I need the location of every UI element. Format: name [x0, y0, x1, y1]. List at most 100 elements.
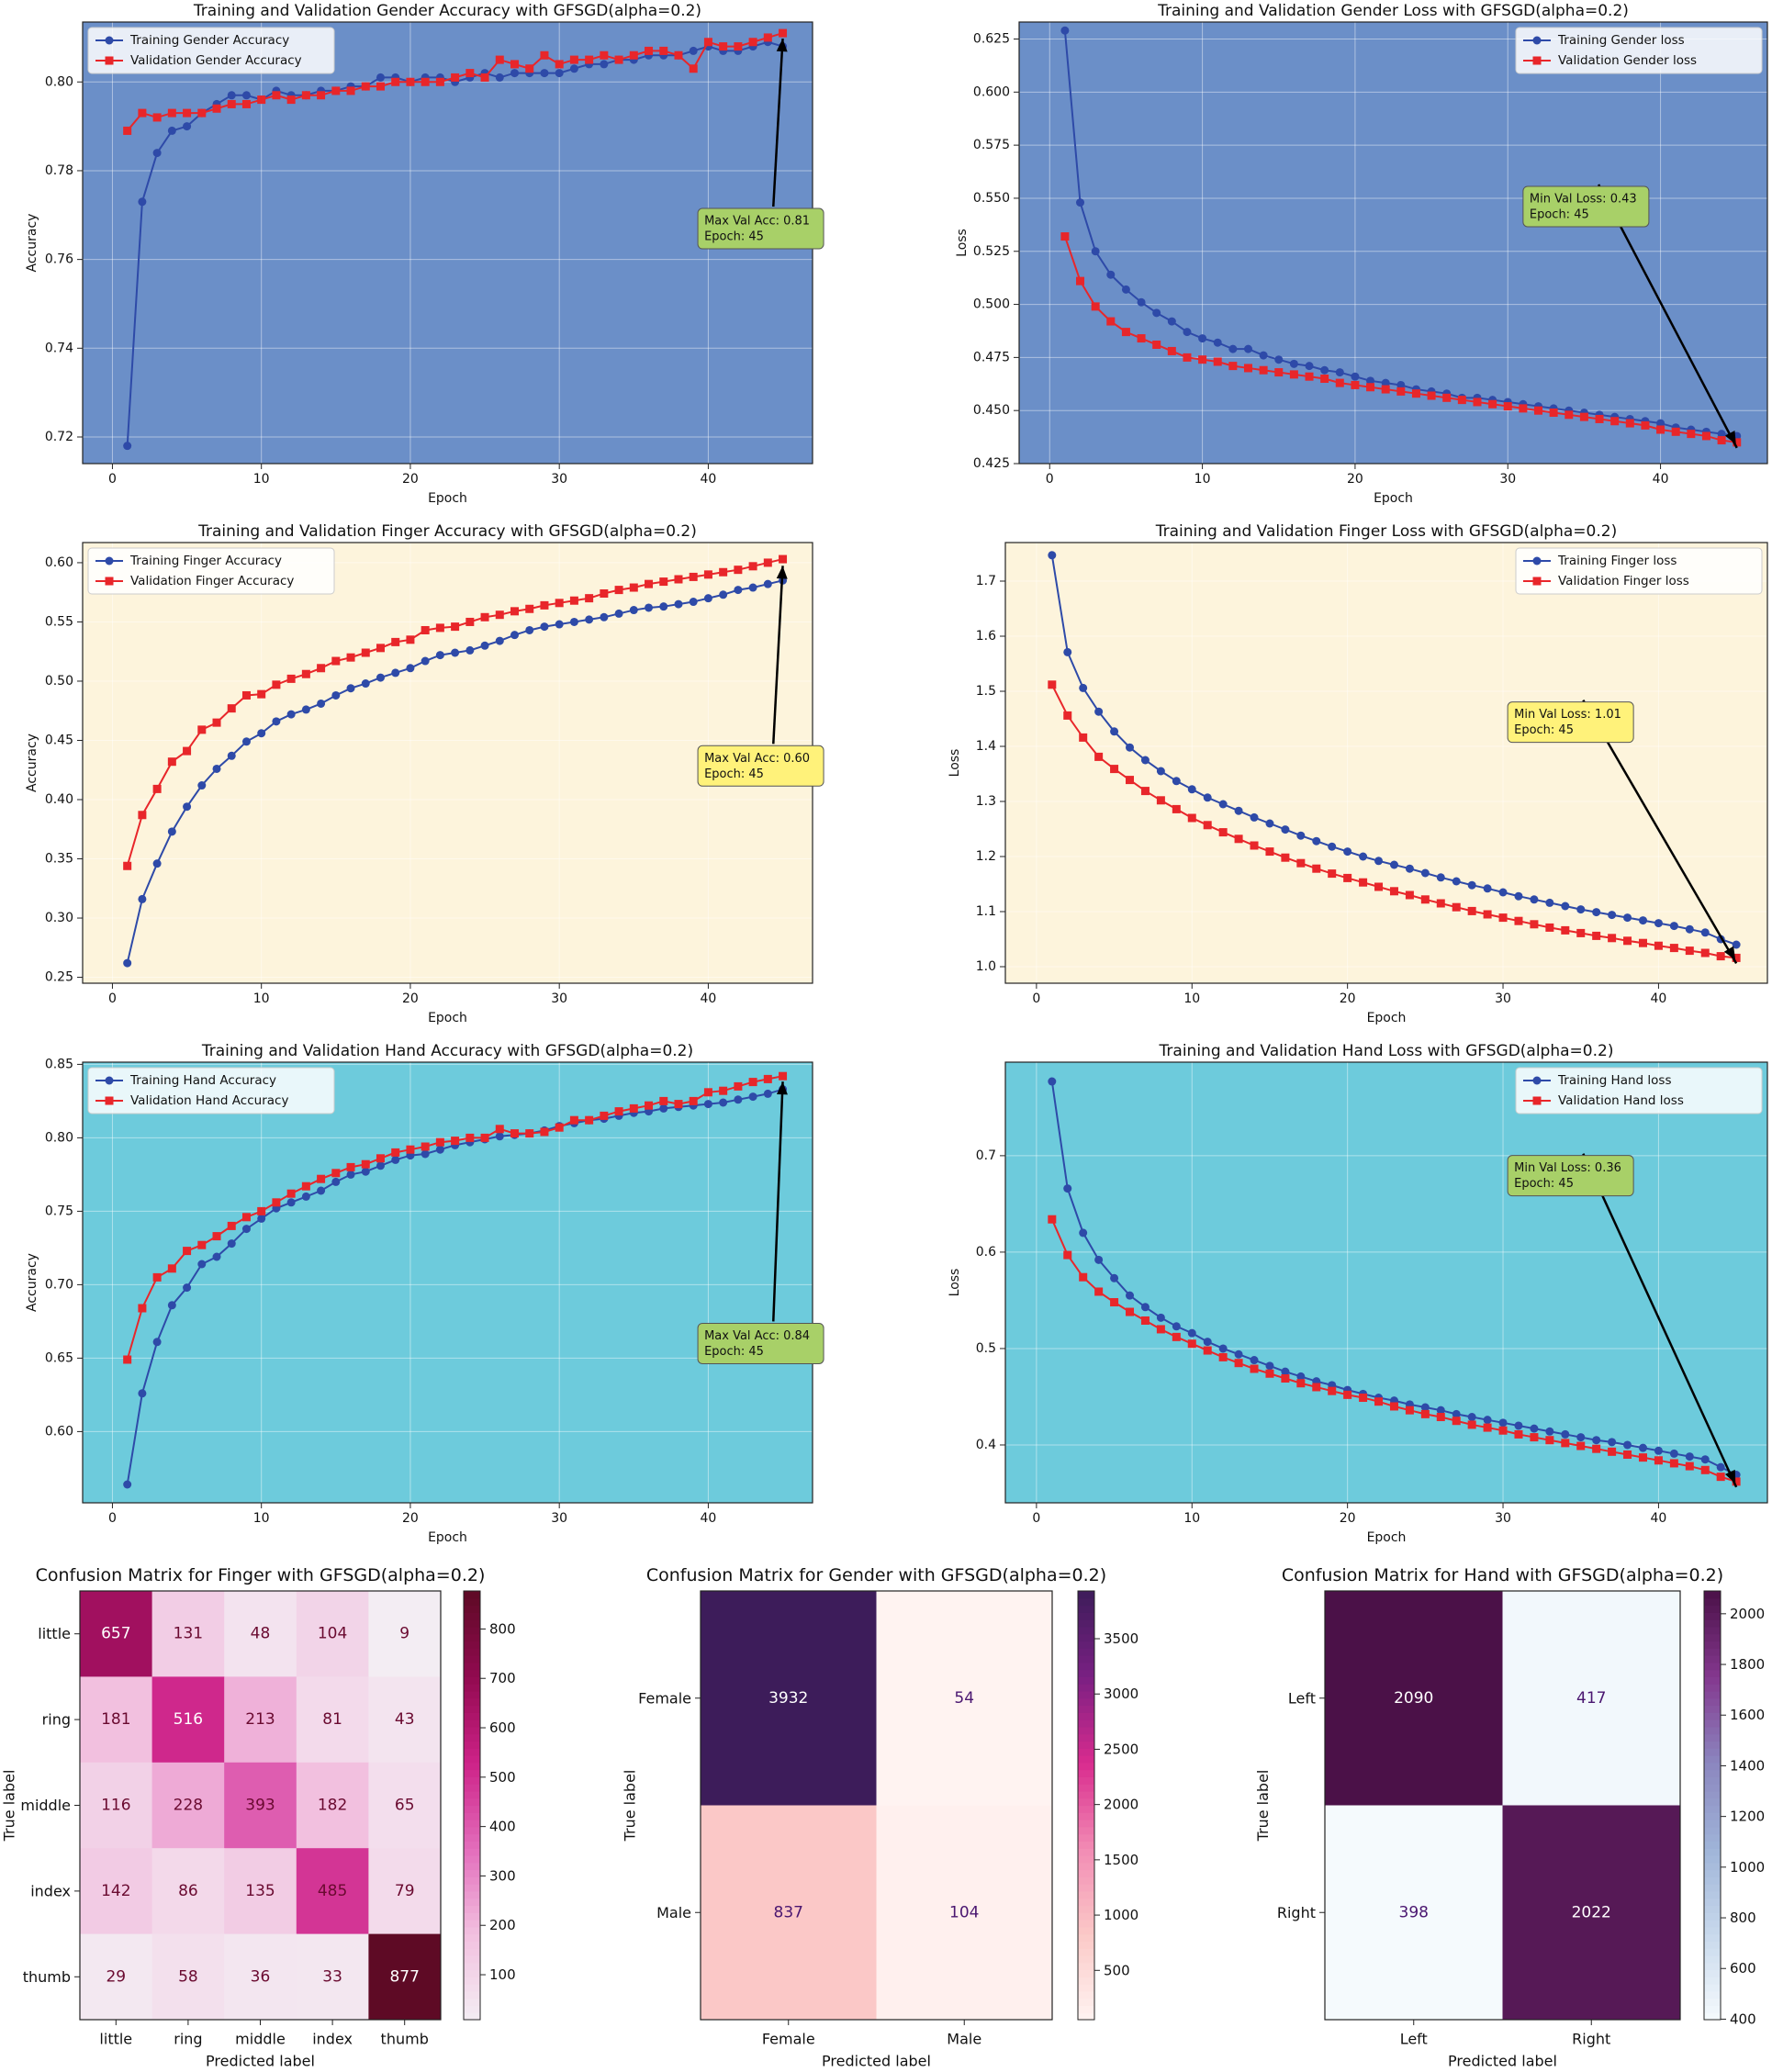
- legend-box: [1515, 27, 1763, 74]
- data-point: [272, 91, 281, 100]
- x-axis-label: Epoch: [428, 491, 467, 506]
- colorbar-segment: [464, 1805, 480, 1813]
- colorbar-segment: [1704, 1605, 1721, 1613]
- data-point: [1366, 383, 1375, 392]
- data-point: [1561, 902, 1570, 911]
- data-point: [361, 648, 370, 657]
- x-tick-label: 30: [551, 991, 567, 1006]
- data-point: [1381, 385, 1390, 394]
- annotation-box: [1507, 1155, 1634, 1197]
- y-tick-label: 0.60: [45, 1424, 73, 1439]
- data-point: [1427, 391, 1436, 400]
- x-tick-label: 40: [1653, 472, 1669, 487]
- chart-title: Training and Validation Hand Loss with G…: [1159, 1042, 1614, 1060]
- data-point: [1452, 877, 1461, 886]
- colorbar-segment: [1078, 1826, 1094, 1835]
- colorbar-segment: [464, 1869, 480, 1877]
- chart-title: Training and Validation Gender Accuracy …: [193, 2, 701, 20]
- colorbar-segment: [464, 1854, 480, 1864]
- colorbar-segment: [1704, 1984, 1721, 1992]
- data-point: [152, 859, 162, 868]
- matrix-cell: [368, 1591, 442, 1677]
- data-point: [1060, 26, 1070, 35]
- data-point: [1436, 873, 1445, 882]
- data-point: [763, 33, 772, 42]
- data-point: [1545, 1436, 1554, 1445]
- data-point: [1076, 198, 1085, 207]
- colorbar-segment: [464, 1977, 480, 1985]
- cell-value: 86: [178, 1882, 198, 1900]
- data-point: [197, 108, 207, 118]
- y-tick-label: 1.0: [976, 959, 996, 974]
- data-point: [555, 69, 564, 78]
- colorbar-segment: [464, 1676, 480, 1685]
- cell-value: 657: [101, 1625, 130, 1643]
- data-point: [1110, 1273, 1119, 1282]
- cell-value: 58: [178, 1967, 198, 1986]
- data-point: [1183, 328, 1192, 337]
- y-tick-label: 0.500: [973, 297, 1010, 312]
- data-point: [779, 28, 788, 38]
- annotation-arrow-line: [1597, 184, 1738, 449]
- data-point: [1183, 353, 1192, 362]
- data-point: [525, 1129, 534, 1138]
- data-point: [569, 1115, 578, 1125]
- data-point: [763, 1074, 772, 1083]
- colorbar-segment: [464, 1748, 480, 1756]
- data-point: [1623, 913, 1632, 923]
- data-point: [1167, 317, 1176, 326]
- colorbar-segment: [464, 1876, 480, 1885]
- data-point: [1110, 1298, 1119, 1307]
- data-point: [346, 1170, 355, 1179]
- data-point: [1343, 1390, 1352, 1399]
- matrix-cell: [876, 1805, 1053, 2021]
- colorbar-tick-label: 400: [1730, 2010, 1756, 2027]
- data-point: [1514, 916, 1523, 925]
- colorbar-segment: [1078, 1726, 1094, 1735]
- data-point: [346, 684, 355, 693]
- data-point: [197, 1260, 207, 1269]
- y-tick-label: 0.425: [973, 456, 1010, 471]
- colorbar-segment: [464, 1648, 480, 1656]
- data-point: [212, 104, 221, 113]
- cell-value: 182: [318, 1797, 347, 1815]
- colorbar-segment: [1078, 1869, 1094, 1877]
- x-tick-label: 10: [1183, 1511, 1200, 1526]
- legend-box: [1515, 547, 1763, 595]
- data-point: [555, 60, 564, 69]
- matrix-cell: [1325, 1805, 1503, 2021]
- x-axis-label: Epoch: [1367, 1530, 1407, 1545]
- data-point: [435, 651, 444, 660]
- annotation-text: Min Val Loss: 1.01: [1514, 708, 1621, 722]
- matrix-cell: [296, 1676, 369, 1764]
- data-point: [1320, 365, 1329, 375]
- colorbar-segment: [1704, 1684, 1721, 1692]
- data-point: [1641, 420, 1650, 430]
- colorbar-segment: [464, 1741, 480, 1749]
- data-point: [1203, 1338, 1212, 1347]
- data-point: [391, 1155, 400, 1164]
- data-point: [495, 1125, 504, 1134]
- chart-finger-accuracy: 0 10 20 30 40 0.25 0.30 0.35 0.40 0.45 0.50 0.55 0.6…: [25, 522, 824, 1025]
- data-point: [1483, 1416, 1492, 1425]
- data-point: [585, 1115, 594, 1125]
- data-point: [1514, 891, 1523, 901]
- data-point: [1079, 1228, 1088, 1238]
- y-tick-label: Female: [638, 1689, 691, 1707]
- colorbar-segment: [1078, 2012, 1094, 2021]
- data-point: [659, 1096, 668, 1105]
- colorbar-segment: [1704, 1841, 1721, 1849]
- legend-label: Training Gender loss: [1557, 33, 1685, 48]
- data-point: [1094, 752, 1104, 761]
- data-point: [1530, 1424, 1539, 1433]
- data-point: [1320, 375, 1329, 383]
- colorbar-frame: [463, 1590, 481, 2021]
- data-point: [1514, 1421, 1523, 1430]
- data-point: [1234, 806, 1243, 815]
- matrix-cell: [368, 1762, 442, 1849]
- y-axis-label: True label: [1254, 1770, 1272, 1842]
- data-point: [138, 108, 147, 118]
- data-point: [1576, 1433, 1586, 1442]
- data-point: [629, 50, 638, 60]
- matrix-cell: [151, 1591, 225, 1677]
